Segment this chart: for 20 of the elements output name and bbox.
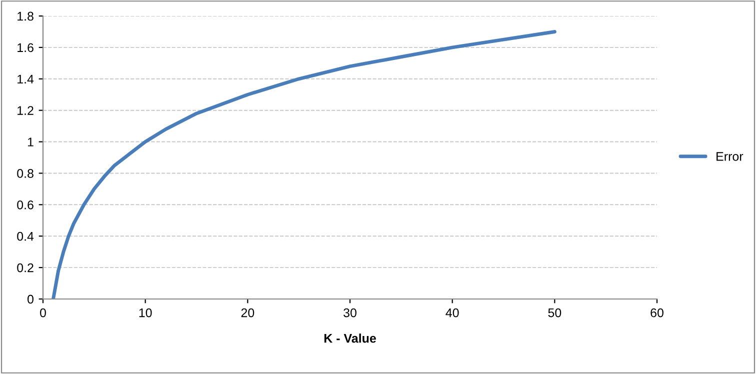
- y-tick-label: 1.4: [18, 74, 34, 84]
- x-axis-title: K - Value: [324, 334, 376, 343]
- y-tick-label: 1.8: [18, 12, 34, 21]
- x-tick-label: 10: [139, 308, 152, 318]
- y-tick-label: 1.6: [18, 43, 34, 52]
- y-tick-label: 1.2: [18, 106, 34, 115]
- y-tick-label: 0.6: [17, 200, 34, 210]
- x-tick-label: 20: [241, 308, 254, 318]
- line-series: [52, 30, 556, 299]
- x-tick-label: 30: [344, 308, 356, 318]
- legend-label: Error: [716, 152, 744, 161]
- x-tick-label: 50: [548, 308, 562, 318]
- y-tick-label: 0.4: [17, 232, 34, 241]
- y-tick-label: 0: [28, 294, 34, 304]
- x-tick-label: 60: [650, 308, 664, 318]
- x-tick-label: 0: [40, 308, 46, 318]
- y-tick-label: 0.8: [17, 169, 34, 178]
- y-tick-label: 0.2: [17, 263, 34, 272]
- x-tick-label: 40: [446, 308, 459, 318]
- y-tick-label: 1: [28, 138, 34, 146]
